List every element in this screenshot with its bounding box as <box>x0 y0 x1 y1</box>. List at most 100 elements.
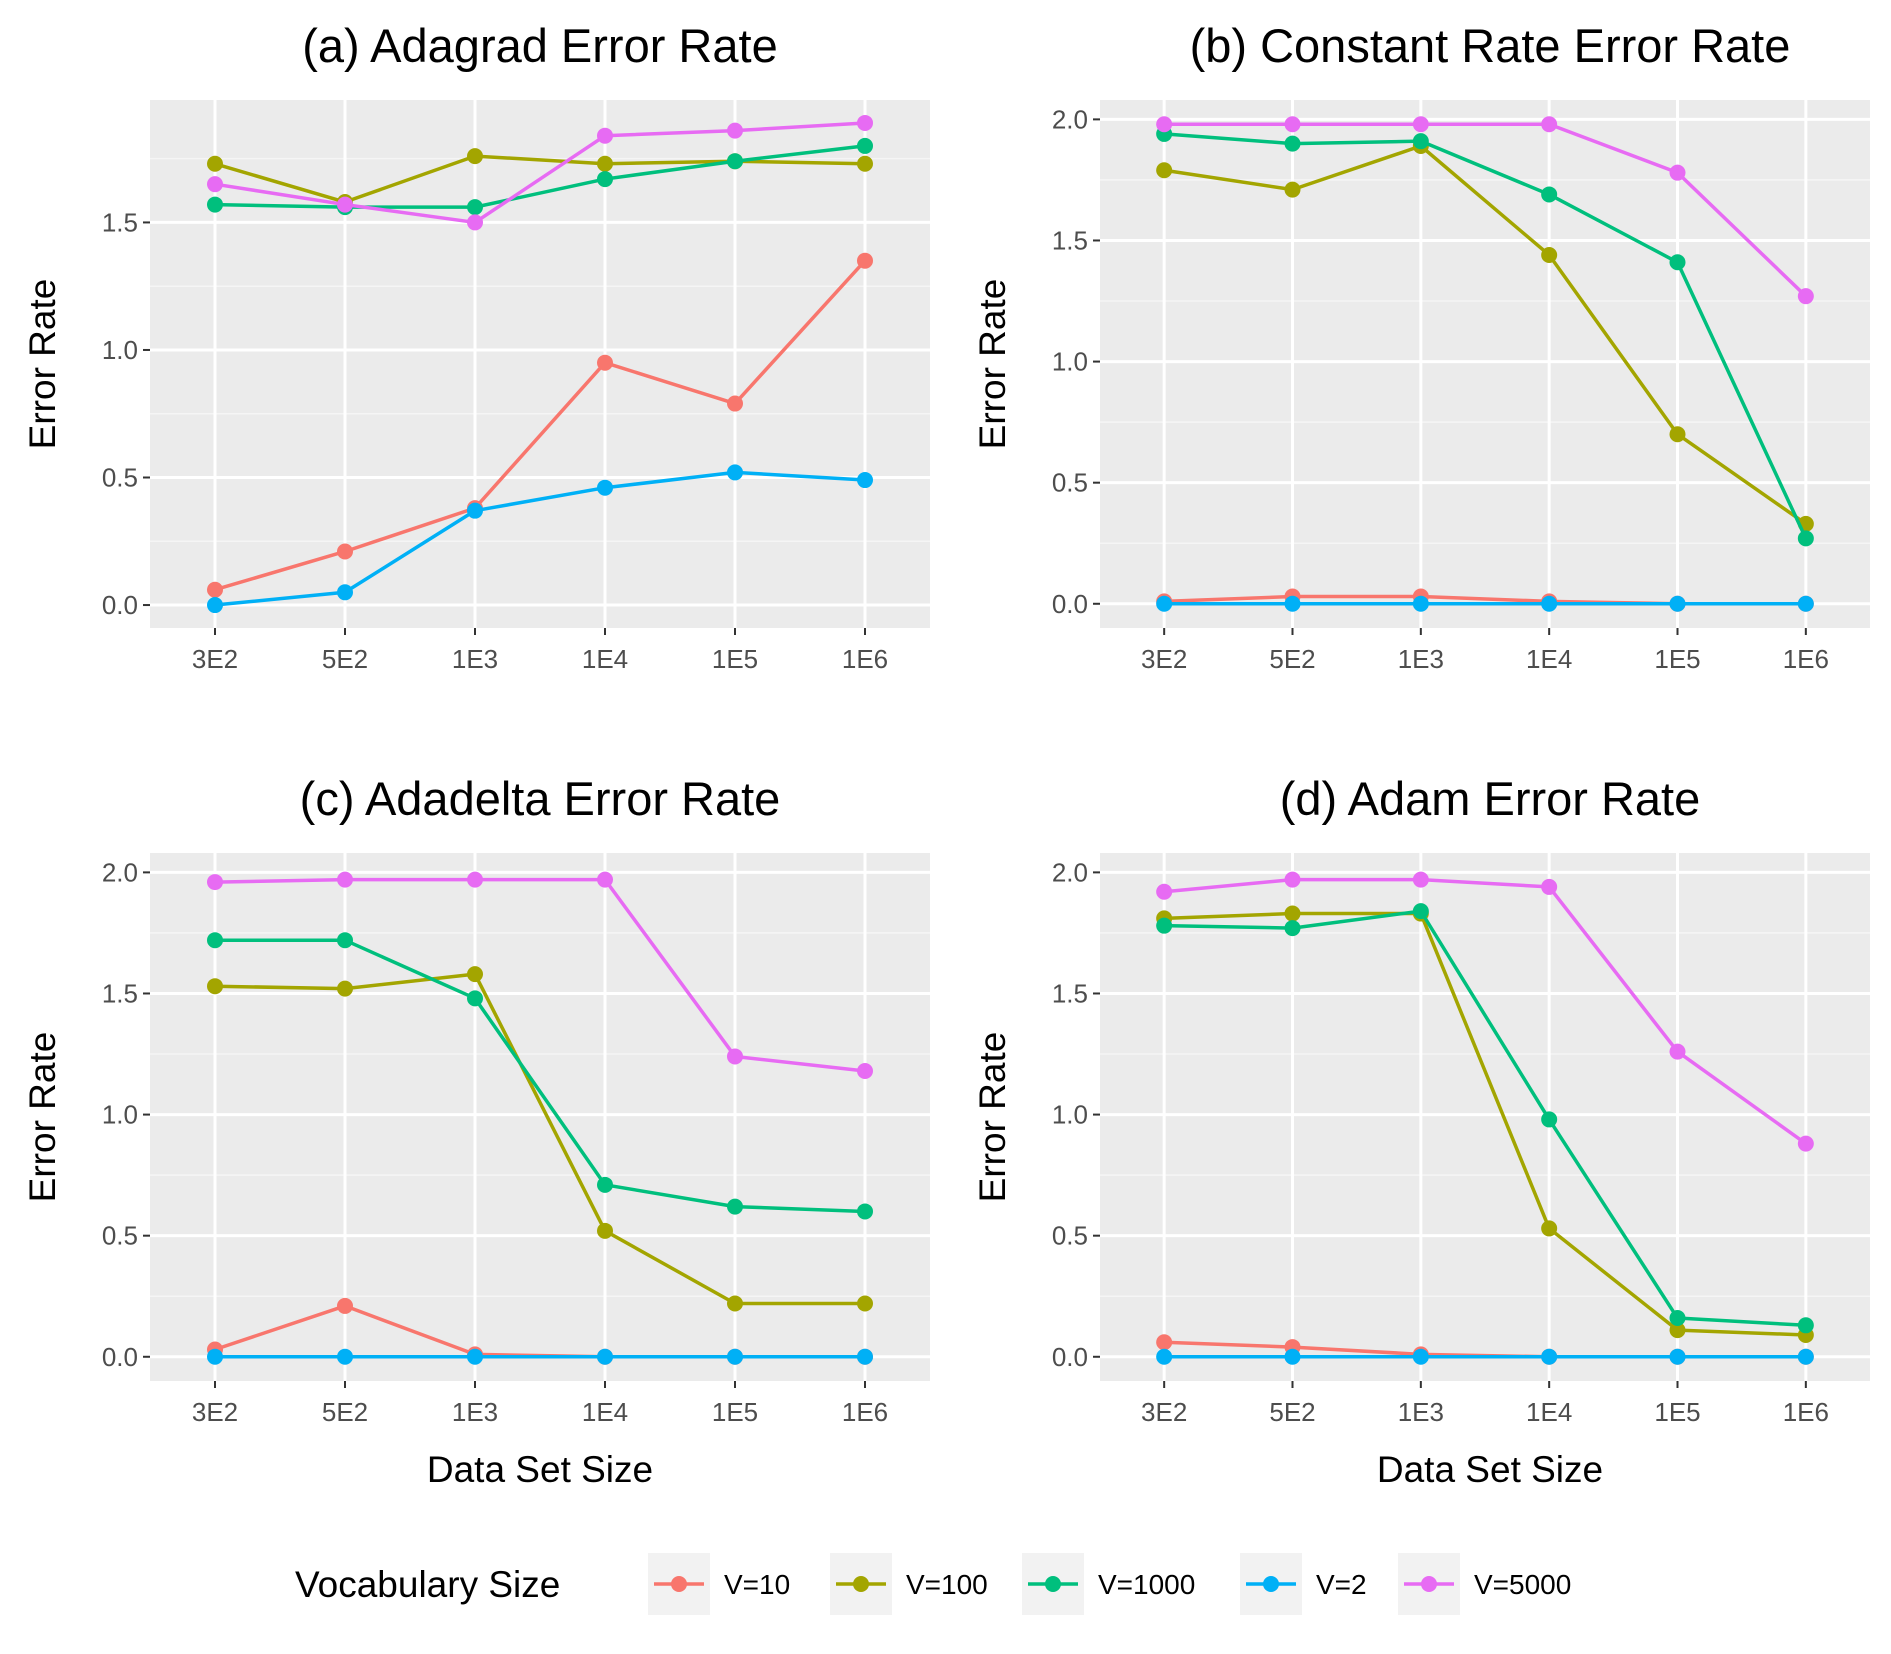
data-point <box>337 196 353 213</box>
x-tick-label: 1E4 <box>582 1397 628 1427</box>
y-tick-label: 0.5 <box>102 463 138 493</box>
legend-label: V=100 <box>906 1569 988 1600</box>
data-point <box>727 395 743 412</box>
x-tick-label: 1E4 <box>582 644 628 674</box>
legend-label: V=1000 <box>1098 1569 1195 1600</box>
data-point <box>1541 595 1558 612</box>
data-point <box>1541 1348 1558 1365</box>
data-point <box>857 1203 873 1220</box>
x-tick-label: 1E5 <box>712 1397 758 1427</box>
y-tick-label: 1.5 <box>1052 225 1088 255</box>
data-point <box>1541 878 1558 895</box>
legend-key-point <box>671 1576 687 1592</box>
data-point <box>1541 247 1558 264</box>
data-point <box>1669 426 1686 443</box>
panel-c: (c) Adadelta Error Rate 0.00.51.01.52.0 … <box>22 772 930 1490</box>
panel-a-series <box>207 114 873 614</box>
data-point <box>467 214 483 231</box>
legend-title: Vocabulary Size <box>295 1564 560 1605</box>
panel-b-title: (b) Constant Rate Error Rate <box>1190 19 1791 72</box>
data-point <box>337 871 353 888</box>
data-point <box>857 472 873 489</box>
data-point <box>727 1048 743 1065</box>
data-point <box>337 1297 353 1314</box>
panel-c-x-ticks: 3E2 5E2 1E3 1E4 1E5 1E6 <box>192 1381 888 1427</box>
y-tick-label: 0.0 <box>102 590 138 620</box>
data-point <box>597 871 613 888</box>
data-point <box>727 1198 743 1215</box>
data-point <box>597 171 613 188</box>
legend-key-point <box>1421 1576 1437 1592</box>
data-point <box>207 155 223 172</box>
data-point <box>1412 871 1429 888</box>
data-point <box>207 597 223 614</box>
panel-a-y-axis-label: Error Rate <box>22 279 63 450</box>
data-point <box>727 122 743 139</box>
series-line <box>1163 144 1807 526</box>
y-tick-label: 1.5 <box>102 207 138 237</box>
data-point <box>337 980 353 997</box>
panel-d-plot-area <box>1100 853 1870 1381</box>
data-point <box>1284 135 1301 152</box>
panel-d: (d) Adam Error Rate 0.0 0.5 1.0 1.5 2.0 3E2 5… <box>972 772 1870 1490</box>
panel-c-x-axis-label: Data Set Size <box>427 1449 653 1490</box>
data-point <box>1284 905 1301 922</box>
data-point <box>207 978 223 995</box>
panel-d-series <box>1156 871 1814 1365</box>
data-point <box>597 1222 613 1239</box>
data-point <box>857 1062 873 1079</box>
x-tick-label: 1E4 <box>1526 1397 1572 1427</box>
legend-key-point <box>1263 1576 1279 1592</box>
panel-a: (a) Adagrad Error Rate 0.0 0.5 1.0 1.5 3E2 5… <box>22 19 930 674</box>
data-point <box>467 502 483 519</box>
data-point <box>1412 595 1429 612</box>
data-point <box>1797 530 1814 547</box>
data-point <box>857 1295 873 1312</box>
data-point <box>467 148 483 165</box>
data-point <box>467 966 483 983</box>
x-tick-label: 1E6 <box>842 644 888 674</box>
data-point <box>1541 116 1558 133</box>
y-tick-label: 0.5 <box>1052 1221 1088 1251</box>
panel-c-y-ticks: 0.0 0.5 1.0 1.5 2.0 <box>102 857 150 1372</box>
data-point <box>337 932 353 949</box>
data-point <box>1156 1334 1173 1351</box>
series-line <box>215 938 866 1214</box>
x-tick-label: 1E6 <box>842 1397 888 1427</box>
series-line <box>1164 911 1806 1337</box>
y-tick-label: 2.0 <box>1052 104 1088 134</box>
series-line <box>214 470 866 607</box>
x-tick-label: 1E6 <box>1783 644 1829 674</box>
data-point <box>1797 1348 1814 1365</box>
data-point <box>1412 116 1429 133</box>
data-point <box>1284 116 1301 133</box>
y-tick-label: 0.5 <box>1052 468 1088 498</box>
legend-label: V=10 <box>724 1569 790 1600</box>
x-tick-label: 1E5 <box>712 644 758 674</box>
x-tick-label: 3E2 <box>1141 644 1187 674</box>
x-tick-label: 5E2 <box>1269 1397 1315 1427</box>
x-tick-label: 3E2 <box>1141 1397 1187 1427</box>
data-point <box>207 932 223 949</box>
data-point <box>1156 162 1173 179</box>
legend-key-point <box>1045 1576 1061 1592</box>
data-point <box>1797 288 1814 305</box>
series-line <box>1164 132 1808 540</box>
legend-key-point <box>853 1576 869 1592</box>
legend-items: V=10 V=100 V=1000 V=2 V=5000 <box>648 1553 1571 1615</box>
data-point <box>857 252 873 269</box>
data-point <box>1797 595 1814 612</box>
panel-a-y-ticks: 0.0 0.5 1.0 1.5 <box>102 207 150 620</box>
data-point <box>1156 595 1173 612</box>
legend-label: V=5000 <box>1474 1569 1571 1600</box>
panel-a-title: (a) Adagrad Error Rate <box>302 19 777 72</box>
data-point <box>467 199 483 216</box>
data-point <box>597 127 613 144</box>
panel-b-y-axis-label: Error Rate <box>972 279 1013 450</box>
data-point <box>207 874 223 891</box>
x-tick-label: 1E3 <box>452 1397 498 1427</box>
series-line <box>214 259 867 592</box>
data-point <box>1669 1322 1686 1339</box>
legend-label: V=2 <box>1316 1569 1367 1600</box>
